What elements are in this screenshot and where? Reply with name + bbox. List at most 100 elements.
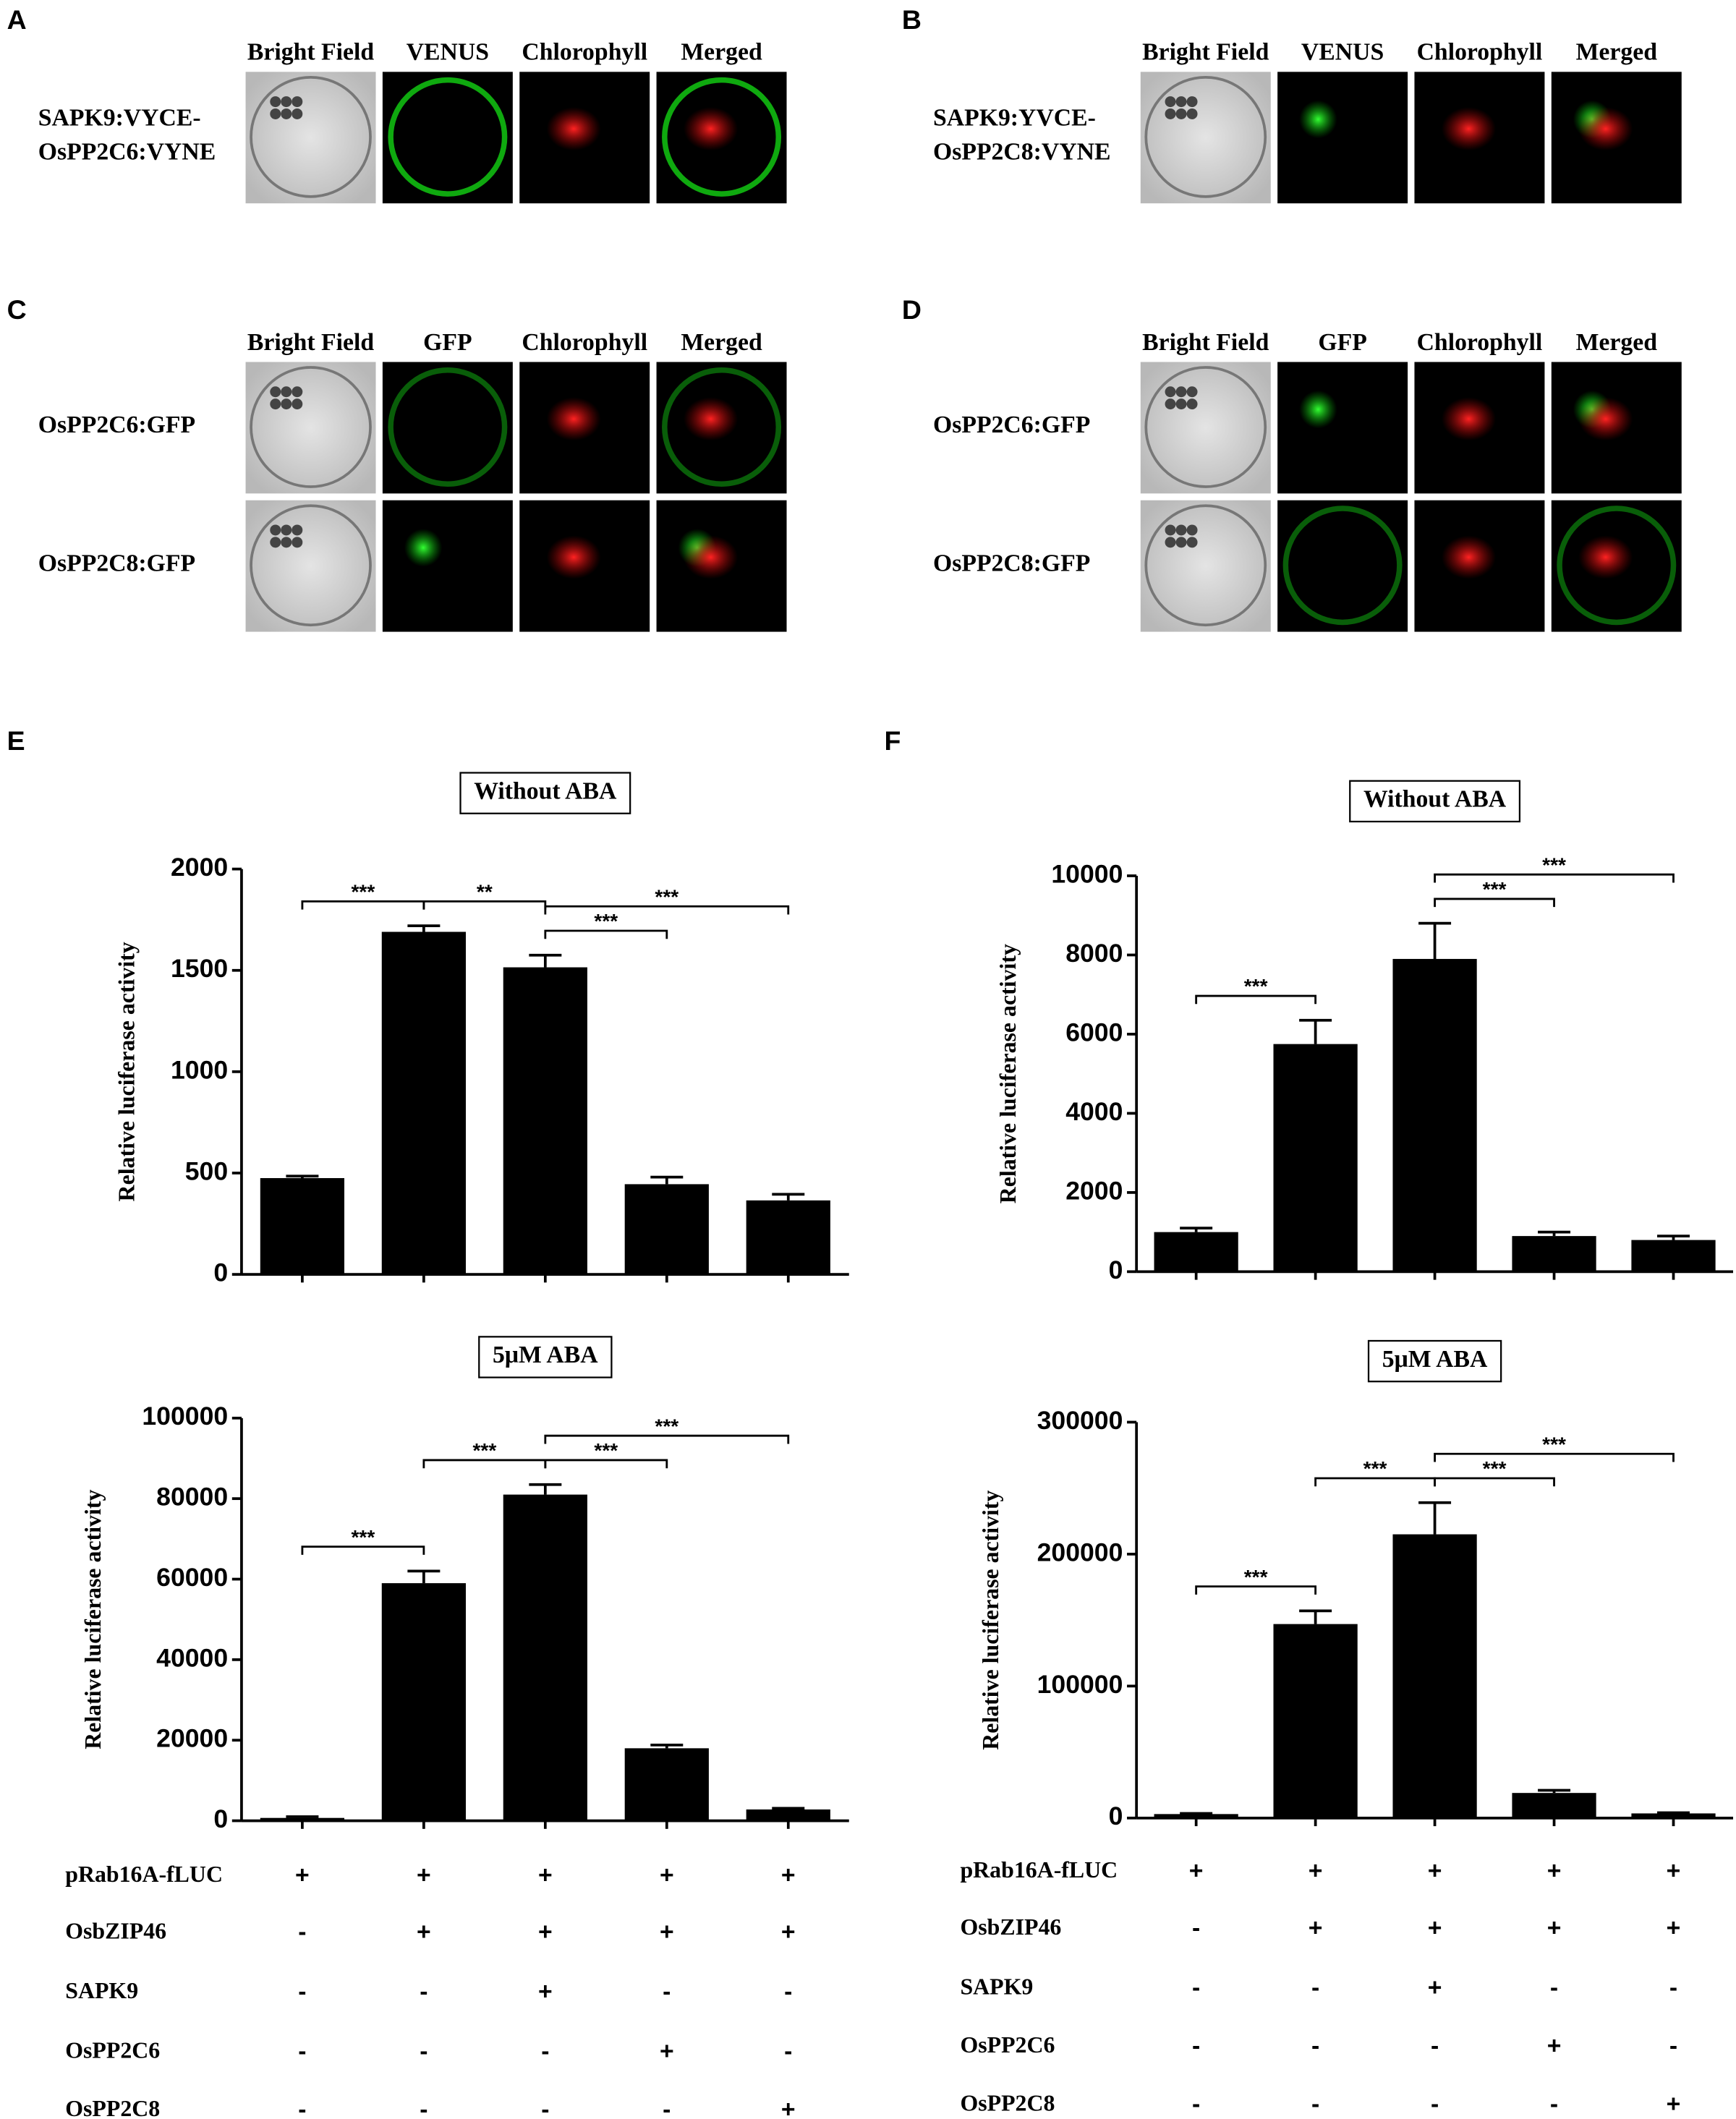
green-ring bbox=[1557, 506, 1677, 626]
title-box bbox=[478, 1336, 613, 1378]
panel-label: C bbox=[7, 294, 27, 325]
error-bar bbox=[1299, 1609, 1332, 1624]
y-tick-label: 300000 bbox=[1037, 1406, 1123, 1435]
column-heading: Bright Field bbox=[1142, 329, 1269, 356]
condition-cell: + bbox=[1547, 1914, 1562, 1941]
chloroplast bbox=[1165, 386, 1176, 398]
micrograph bbox=[1277, 500, 1408, 632]
chloroplast bbox=[270, 96, 281, 108]
condition-cell: - bbox=[784, 2037, 792, 2065]
error-bar bbox=[286, 1815, 319, 1818]
error-bar bbox=[529, 1483, 562, 1495]
red-spot bbox=[546, 107, 601, 151]
significance-label: *** bbox=[1244, 975, 1268, 997]
condition-name: SAPK9 bbox=[960, 1974, 1033, 1999]
y-tick-label: 80000 bbox=[156, 1483, 228, 1512]
green-spot bbox=[1299, 100, 1337, 139]
chloroplast bbox=[1186, 386, 1198, 398]
micrograph bbox=[382, 72, 513, 204]
chloroplast bbox=[292, 108, 303, 119]
red-spot bbox=[1578, 397, 1633, 441]
chloroplast bbox=[1165, 537, 1176, 548]
micrograph bbox=[1414, 72, 1545, 204]
green-ring bbox=[662, 77, 782, 197]
error-bar bbox=[1657, 1811, 1690, 1815]
chloroplast bbox=[292, 524, 303, 536]
column-heading: Bright Field bbox=[247, 39, 374, 66]
condition-cell: - bbox=[1311, 1974, 1319, 2001]
bar bbox=[260, 1178, 345, 1275]
cell bbox=[250, 75, 372, 198]
condition-cell: + bbox=[295, 1861, 310, 1888]
significance-label: *** bbox=[351, 881, 375, 903]
column-heading: Chlorophyll bbox=[1417, 39, 1543, 66]
condition-cell: + bbox=[1667, 2090, 1681, 2118]
condition-cell: - bbox=[1550, 2090, 1558, 2118]
y-axis-label: Relative luciferase activity bbox=[114, 942, 140, 1201]
significance-label: *** bbox=[594, 1439, 618, 1462]
condition-cell: + bbox=[660, 1861, 674, 1888]
micrograph bbox=[245, 362, 376, 494]
condition-cell: - bbox=[1669, 1974, 1677, 2001]
cell bbox=[1144, 504, 1267, 627]
column-heading: Merged bbox=[1576, 39, 1658, 66]
condition-cell: + bbox=[1667, 1857, 1681, 1885]
chloroplast bbox=[1175, 398, 1187, 410]
chloroplast bbox=[281, 524, 292, 536]
y-tick-label: 8000 bbox=[1065, 939, 1123, 968]
chart-title: Without ABA bbox=[1363, 786, 1507, 813]
condition-cell: + bbox=[1428, 1974, 1442, 2001]
cell bbox=[1144, 75, 1267, 198]
panel-label: A bbox=[7, 4, 27, 35]
column-heading: Merged bbox=[1576, 329, 1658, 356]
panel-label: F bbox=[884, 725, 901, 756]
bar bbox=[1512, 1793, 1596, 1818]
image-bg bbox=[1140, 72, 1271, 204]
significance-bracket bbox=[1434, 1452, 1675, 1462]
chloroplast bbox=[1175, 108, 1187, 119]
bar bbox=[746, 1809, 830, 1821]
column-heading: GFP bbox=[1318, 329, 1366, 356]
condition-cell: + bbox=[417, 1861, 431, 1888]
y-tick-label: 2000 bbox=[171, 853, 228, 882]
significance-bracket bbox=[1434, 1477, 1555, 1487]
cell bbox=[250, 366, 372, 488]
cell bbox=[1144, 366, 1267, 488]
y-tick-label: 200000 bbox=[1037, 1538, 1123, 1566]
row-label: OsPP2C8:GFP bbox=[38, 550, 195, 576]
image-bg bbox=[1277, 72, 1408, 204]
condition-cell: - bbox=[1192, 2090, 1200, 2118]
condition-cell: - bbox=[1192, 1974, 1200, 2001]
bar bbox=[1273, 1624, 1358, 1818]
condition-cell: - bbox=[1311, 2090, 1319, 2118]
condition-cell: + bbox=[1428, 1857, 1442, 1885]
y-tick-label: 6000 bbox=[1065, 1018, 1123, 1046]
chloroplast bbox=[1175, 386, 1187, 398]
condition-cell: - bbox=[420, 2096, 427, 2119]
condition-cell: - bbox=[1669, 2032, 1677, 2060]
red-spot bbox=[1441, 535, 1496, 579]
error-bar bbox=[1418, 921, 1452, 959]
title-box bbox=[1349, 780, 1521, 823]
red-spot bbox=[546, 535, 601, 579]
chloroplast bbox=[270, 398, 281, 410]
image-bg bbox=[1277, 500, 1408, 632]
condition-cell: + bbox=[781, 1918, 796, 1945]
bar bbox=[1512, 1236, 1596, 1272]
condition-cell: + bbox=[1309, 1857, 1323, 1885]
condition-cell: - bbox=[541, 2096, 549, 2119]
green-ring bbox=[388, 367, 508, 487]
condition-cell: - bbox=[784, 1978, 792, 2005]
bar bbox=[503, 1494, 587, 1821]
condition-cell: - bbox=[1431, 2032, 1439, 2060]
image-bg bbox=[245, 500, 376, 632]
chart-title: Without ABA bbox=[474, 777, 617, 804]
column-heading: Chlorophyll bbox=[522, 329, 647, 356]
bar bbox=[624, 1184, 709, 1275]
error-bar bbox=[772, 1807, 805, 1810]
condition-cell: - bbox=[420, 2037, 427, 2065]
error-bar bbox=[650, 1175, 684, 1185]
y-tick-label: 0 bbox=[1109, 1255, 1123, 1284]
row-label: OsPP2C6:GFP bbox=[38, 412, 195, 438]
